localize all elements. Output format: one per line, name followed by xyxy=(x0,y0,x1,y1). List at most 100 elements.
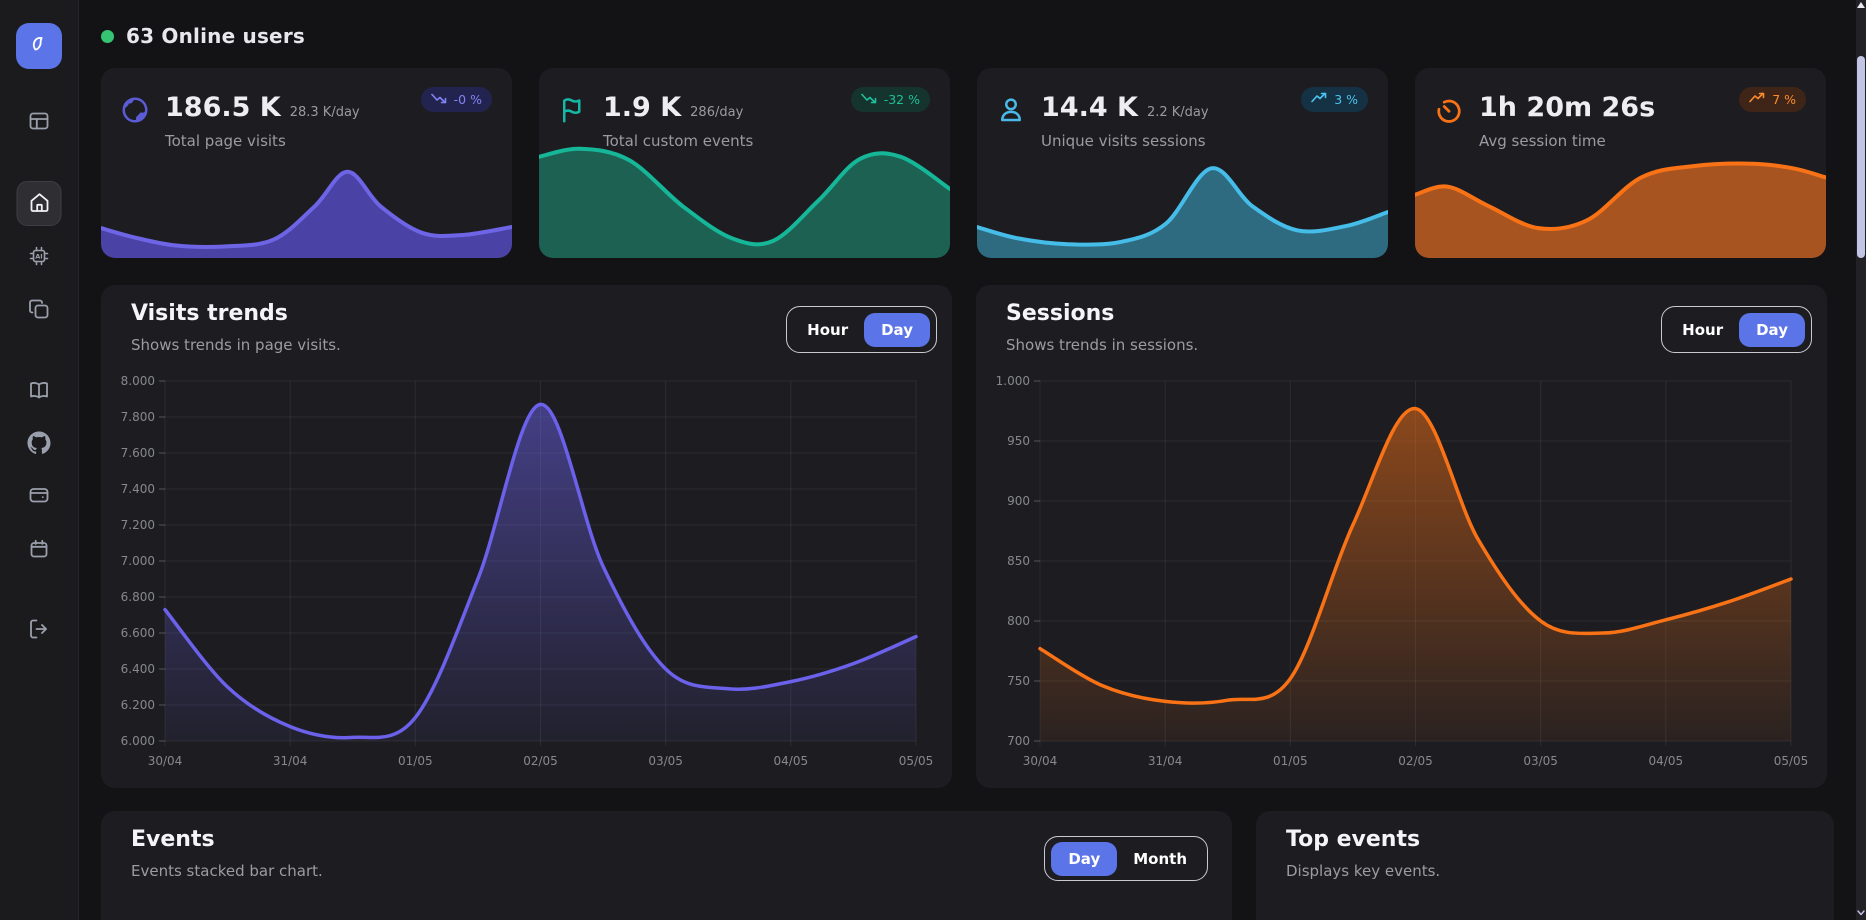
sidebar-item-dashboard[interactable] xyxy=(18,102,60,144)
card-rate: 286/day xyxy=(690,105,744,120)
panel-title: Sessions xyxy=(1006,301,1115,326)
trending-up-icon xyxy=(1749,92,1765,107)
svg-text:30/04: 30/04 xyxy=(1023,754,1058,768)
card-label: Avg session time xyxy=(1479,132,1606,150)
page-visits-sparkline xyxy=(101,169,512,258)
online-users-header: 63 Online users xyxy=(101,24,1866,48)
top-events-panel: Top events Displays key events. xyxy=(1256,811,1834,920)
events-panel: Events Events stacked bar chart. Day Mon… xyxy=(101,811,1232,920)
layout-icon xyxy=(27,109,51,137)
svg-text:850: 850 xyxy=(1007,554,1030,568)
svg-text:6.800: 6.800 xyxy=(121,590,155,604)
svg-text:04/05: 04/05 xyxy=(774,754,809,768)
card-value: 14.4 K xyxy=(1041,92,1138,123)
svg-text:02/05: 02/05 xyxy=(523,754,558,768)
user-icon xyxy=(996,95,1026,125)
card-rate: 28.3 K/day xyxy=(289,105,360,120)
panel-subtitle: Displays key events. xyxy=(1286,862,1441,880)
toggle-option-hour[interactable]: Hour xyxy=(1682,320,1724,339)
card-unique-visits-sessions[interactable]: 14.4 K 2.2 K/day Unique visits sessions … xyxy=(977,68,1388,258)
home-icon xyxy=(27,190,51,218)
timer-icon xyxy=(1434,95,1464,125)
card-label: Total custom events xyxy=(603,132,754,150)
app-logo[interactable] xyxy=(16,23,62,69)
toggle-option-day[interactable]: Day xyxy=(1051,841,1118,876)
sessions-interval-toggle: Hour Day xyxy=(1661,306,1812,353)
svg-text:01/05: 01/05 xyxy=(1273,754,1308,768)
card-rate: 2.2 K/day xyxy=(1146,105,1209,120)
card-label: Unique visits sessions xyxy=(1041,132,1206,150)
github-icon xyxy=(27,431,51,459)
sidebar-item-logout[interactable] xyxy=(18,610,60,652)
sessions-chart[interactable]: 1.000 950 900 850 800 750 700 30/04 31/04 01/05 02… xyxy=(990,371,1813,771)
scroll-down-arrow-icon[interactable] xyxy=(1856,909,1866,917)
globe-icon xyxy=(120,95,150,125)
svg-text:31/04: 31/04 xyxy=(273,754,308,768)
card-value-row: 1h 20m 26s xyxy=(1479,92,1664,123)
svg-text:6.000: 6.000 xyxy=(121,734,155,748)
svg-text:03/05: 03/05 xyxy=(1523,754,1558,768)
logo-icon xyxy=(26,31,52,61)
panel-subtitle: Shows trends in sessions. xyxy=(1006,336,1199,354)
charts-row: Visits trends Shows trends in page visit… xyxy=(101,285,1866,788)
trend-badge: 7 % xyxy=(1739,87,1806,112)
card-value: 1h 20m 26s xyxy=(1479,92,1656,123)
toggle-option-month[interactable]: Month xyxy=(1133,849,1187,868)
card-label: Total page visits xyxy=(165,132,286,150)
sessions-panel: Sessions Shows trends in sessions. Hour … xyxy=(976,285,1827,788)
card-value: 186.5 K xyxy=(165,92,281,123)
panel-title: Events xyxy=(131,827,215,852)
online-status-dot xyxy=(101,29,114,43)
svg-text:700: 700 xyxy=(1007,734,1030,748)
svg-text:7.400: 7.400 xyxy=(121,482,155,496)
trending-down-icon xyxy=(860,92,877,107)
card-total-custom-events[interactable]: 1.9 K 286/day Total custom events -32 % xyxy=(539,68,950,258)
scroll-up-arrow-icon[interactable] xyxy=(1857,2,1865,8)
badge-text: -0 % xyxy=(453,92,482,107)
sidebar-item-docs[interactable] xyxy=(18,371,60,413)
sidebar-item-ai-assistant[interactable]: AI xyxy=(18,237,60,279)
card-avg-session-time[interactable]: 1h 20m 26s Avg session time 7 % xyxy=(1415,68,1826,258)
visits-trends-panel: Visits trends Shows trends in page visit… xyxy=(101,285,952,788)
trending-up-icon xyxy=(1311,92,1327,107)
sidebar-item-home[interactable] xyxy=(16,181,62,226)
svg-text:04/05: 04/05 xyxy=(1649,754,1684,768)
badge-text: 7 % xyxy=(1772,92,1796,107)
card-total-page-visits[interactable]: 186.5 K 28.3 K/day Total page visits -0 … xyxy=(101,68,512,258)
svg-text:03/05: 03/05 xyxy=(648,754,683,768)
sessions-sparkline xyxy=(977,166,1388,258)
toggle-option-day[interactable]: Day xyxy=(1739,312,1805,347)
svg-text:8.000: 8.000 xyxy=(121,374,155,388)
scrollbar-thumb[interactable] xyxy=(1857,56,1865,258)
scrollbar[interactable] xyxy=(1856,0,1866,920)
svg-text:6.400: 6.400 xyxy=(121,662,155,676)
sidebar: AI xyxy=(0,0,79,920)
bottom-row: Events Events stacked bar chart. Day Mon… xyxy=(101,811,1866,920)
trend-badge: -0 % xyxy=(420,87,492,112)
svg-text:30/04: 30/04 xyxy=(148,754,183,768)
toggle-option-hour[interactable]: Hour xyxy=(807,320,849,339)
sidebar-item-calendar[interactable] xyxy=(18,530,60,572)
svg-text:800: 800 xyxy=(1007,614,1030,628)
custom-events-sparkline xyxy=(539,146,950,258)
card-value: 1.9 K xyxy=(603,92,682,123)
panel-title: Visits trends xyxy=(131,301,288,326)
badge-text: 3 % xyxy=(1334,92,1358,107)
toggle-option-day[interactable]: Day xyxy=(864,312,930,347)
logout-icon xyxy=(27,617,51,645)
svg-text:7.000: 7.000 xyxy=(121,554,155,568)
card-value-row: 186.5 K 28.3 K/day xyxy=(165,92,360,123)
sidebar-item-copy[interactable] xyxy=(18,290,60,332)
events-interval-toggle: Day Month xyxy=(1044,836,1208,881)
sidebar-item-wallet[interactable] xyxy=(18,476,60,518)
svg-text:1.000: 1.000 xyxy=(996,374,1030,388)
sidebar-item-github[interactable] xyxy=(18,424,60,466)
copy-icon xyxy=(27,297,51,325)
trending-down-icon xyxy=(430,92,447,107)
trend-badge: -32 % xyxy=(850,87,930,112)
svg-text:05/05: 05/05 xyxy=(1774,754,1809,768)
session-time-sparkline xyxy=(1415,161,1826,258)
svg-text:750: 750 xyxy=(1007,674,1030,688)
book-icon xyxy=(27,378,51,406)
visits-trends-chart[interactable]: 8.000 7.800 7.600 7.400 7.200 7.000 6.800 6.600… xyxy=(115,371,938,771)
